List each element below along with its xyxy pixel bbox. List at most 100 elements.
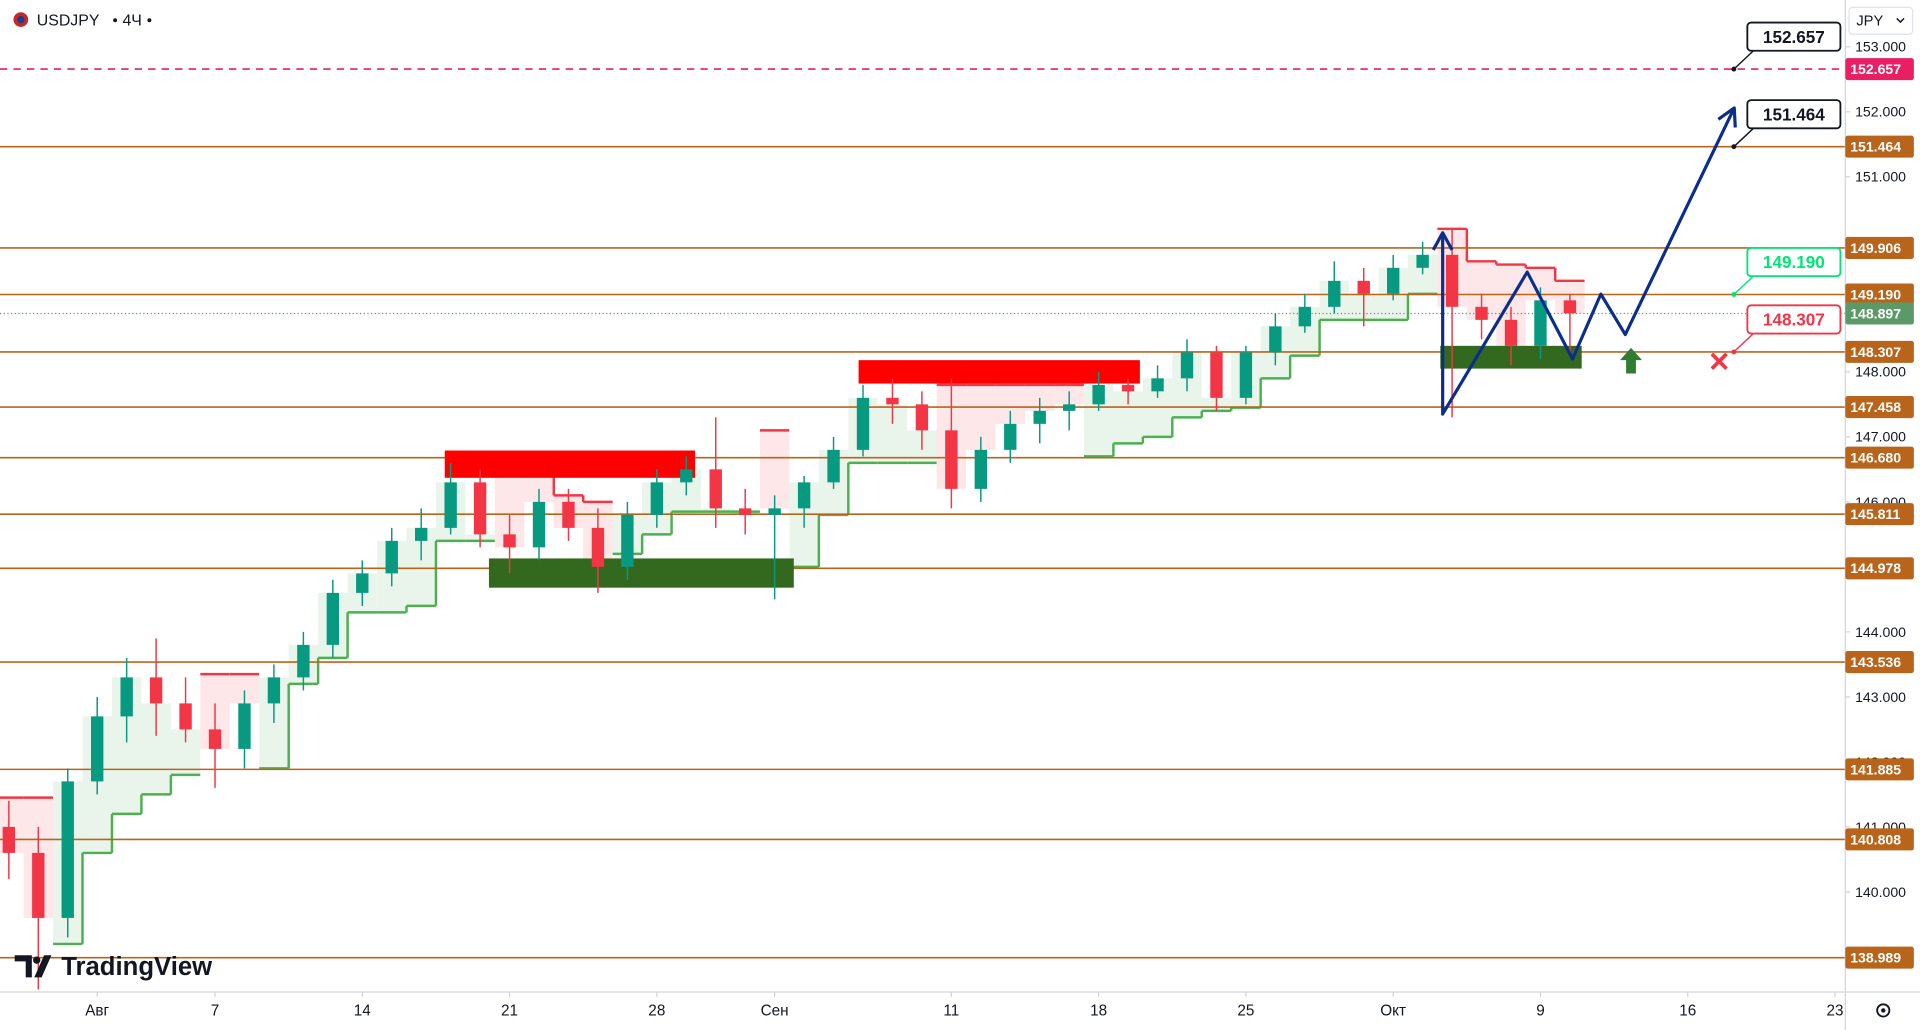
x-tick-label: Авг (85, 1002, 109, 1019)
candle-body (61, 781, 74, 918)
candle-body (1004, 423, 1017, 450)
level-tag (1845, 396, 1914, 419)
settings-icon[interactable] (1876, 1003, 1891, 1018)
level-tag-label: 146.680 (1850, 450, 1901, 466)
candle-body (915, 404, 929, 431)
x-tick-label: 9 (1536, 1002, 1545, 1019)
candle-body (1445, 254, 1459, 307)
level-tag-label: 149.906 (1850, 240, 1901, 256)
level-tag (1845, 340, 1914, 363)
candle-body (91, 716, 104, 782)
cross-marker (1710, 352, 1728, 370)
candle-body (1269, 326, 1282, 353)
candle-body (1210, 352, 1223, 398)
candle-body (385, 540, 398, 574)
zone (858, 360, 1140, 384)
watermark: TradingView (14, 953, 213, 981)
level-tag (1845, 135, 1914, 158)
up-arrow-marker (1620, 347, 1643, 374)
interval[interactable]: 4Ч (122, 13, 141, 30)
callout-anchor (1731, 349, 1737, 355)
overlay: 152.657 151.464 149.190 148.307 (1431, 21, 1842, 416)
y-tick-label: 152.000 (1855, 104, 1906, 120)
candle-body (945, 430, 958, 489)
y-tick-label: 153.000 (1855, 39, 1906, 55)
candle-body (208, 729, 222, 749)
candle-body (2, 826, 16, 853)
settings-icon-center (1881, 1008, 1886, 1013)
separator (147, 18, 152, 23)
candle-body (473, 482, 487, 535)
projection-path (1441, 107, 1736, 416)
level-tag (1845, 503, 1914, 526)
x-tick-label: 23 (1826, 1002, 1843, 1019)
y-tick-label: 144.000 (1855, 624, 1906, 640)
level-tag-label: 144.978 (1850, 560, 1901, 576)
candle-body (886, 397, 899, 405)
candle-body (1475, 306, 1488, 320)
candle-body (1298, 306, 1312, 327)
callout-pointer (1733, 127, 1754, 148)
callout-pointer (1733, 275, 1754, 296)
symbol[interactable]: USDJPY (37, 13, 100, 30)
level-tag-label: 148.307 (1850, 344, 1901, 360)
x-tick-label: 18 (1090, 1002, 1107, 1019)
candle-body (680, 469, 693, 483)
candle-body (32, 852, 45, 918)
candle-body (1386, 267, 1400, 294)
y-tick-label: 148.000 (1855, 364, 1906, 380)
x-axis-panel (0, 992, 1920, 1030)
level-tag (1845, 236, 1914, 259)
callout-box (1746, 99, 1842, 130)
level-tag-label: 140.808 (1850, 831, 1901, 847)
candle-body (974, 449, 988, 489)
level-tag-label: 143.536 (1850, 654, 1901, 670)
candle-body (856, 397, 870, 450)
arrow-head (1717, 106, 1737, 128)
candle-body (1328, 280, 1341, 307)
candle-body (415, 527, 428, 541)
candle-body (797, 482, 811, 509)
x-tick-label: 16 (1679, 1002, 1696, 1019)
candle-body (326, 592, 340, 645)
candle-body (1534, 300, 1547, 346)
candle-body (1063, 404, 1076, 411)
level-tag-label: 141.885 (1850, 761, 1901, 777)
candle-body (1504, 319, 1518, 346)
level-tag (1845, 828, 1914, 851)
candle-body (1180, 352, 1194, 379)
zone (444, 450, 696, 478)
separator (113, 18, 118, 23)
level-tag (1845, 651, 1914, 674)
header[interactable]: USDJPY 4Ч (13, 12, 152, 30)
callout-pointer (1733, 332, 1754, 353)
target-tag-label: 152.657 (1850, 61, 1901, 77)
candle-body (120, 677, 133, 717)
logo-mark (14, 955, 52, 978)
last-price-tag (1845, 302, 1914, 325)
candle-body (1151, 378, 1164, 392)
logo-dot (33, 956, 41, 964)
candle-body (149, 677, 163, 704)
x-tick-label: 14 (354, 1002, 372, 1019)
currency-button[interactable] (1848, 6, 1914, 35)
callout-box (1746, 304, 1842, 335)
currency-chevron (1896, 17, 1905, 24)
candle-body (1239, 352, 1253, 398)
candle-body (356, 573, 369, 593)
y-tick-label: 147.000 (1855, 429, 1906, 445)
y-tick-label: 151.000 (1855, 169, 1906, 185)
y-tick-label: 143.000 (1855, 689, 1906, 705)
level-tag (1845, 557, 1914, 580)
candle-body (503, 534, 516, 548)
candle-body (297, 644, 310, 678)
level-tag (1845, 758, 1914, 781)
candle-body (179, 703, 192, 730)
level-tag-label: 149.190 (1850, 286, 1901, 302)
currency[interactable]: JPY (1856, 14, 1883, 30)
candle-body (1121, 384, 1135, 392)
level-tag-label: 145.811 (1850, 506, 1900, 522)
level-tag (1845, 283, 1914, 306)
